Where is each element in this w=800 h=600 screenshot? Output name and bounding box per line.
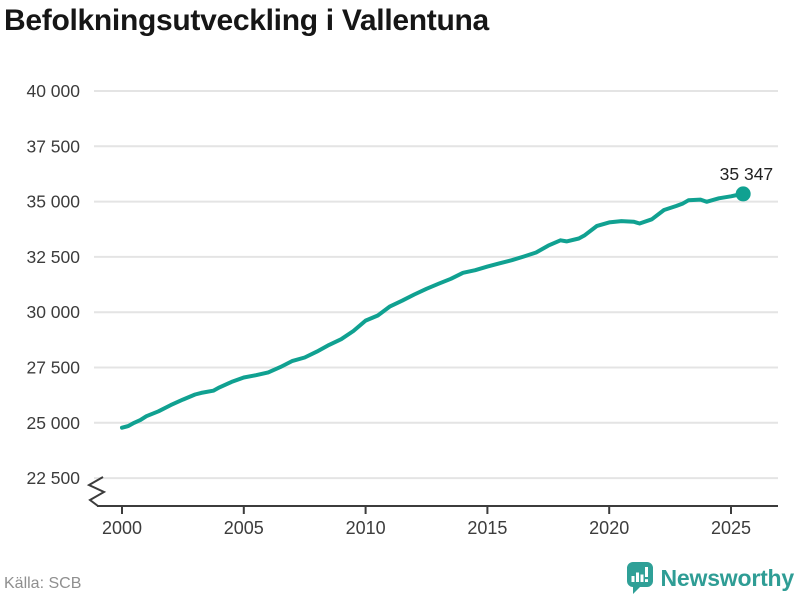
axis-break-icon: [86, 476, 107, 507]
y-tick-label: 22 500: [26, 468, 80, 488]
x-tick-label: 2015: [467, 518, 507, 538]
y-tick-label: 37 500: [26, 136, 80, 156]
latest-point-marker: [735, 186, 751, 202]
y-tick-label: 25 000: [26, 413, 80, 433]
x-tick-label: 2000: [102, 518, 142, 538]
latest-value-label: 35 347: [720, 164, 774, 184]
y-tick-label: 30 000: [26, 302, 80, 322]
y-tick-label: 35 000: [26, 192, 80, 212]
newsworthy-bubble-icon: [626, 562, 653, 594]
brand-name: Newsworthy: [660, 564, 795, 591]
x-tick-label: 2025: [711, 518, 751, 538]
newsworthy-logo[interactable]: Newsworthy: [626, 561, 794, 595]
chart-title: Befolkningsutveckling i Vallentuna: [4, 4, 489, 37]
y-tick-label: 40 000: [26, 81, 80, 101]
y-tick-label: 27 500: [26, 358, 80, 378]
population-line: [120, 191, 746, 430]
x-tick-label: 2020: [589, 518, 629, 538]
x-tick-label: 2005: [224, 518, 264, 538]
x-tick-label: 2010: [346, 518, 386, 538]
source-label: Källa: SCB: [4, 575, 82, 592]
y-tick-label: 32 500: [26, 247, 80, 267]
